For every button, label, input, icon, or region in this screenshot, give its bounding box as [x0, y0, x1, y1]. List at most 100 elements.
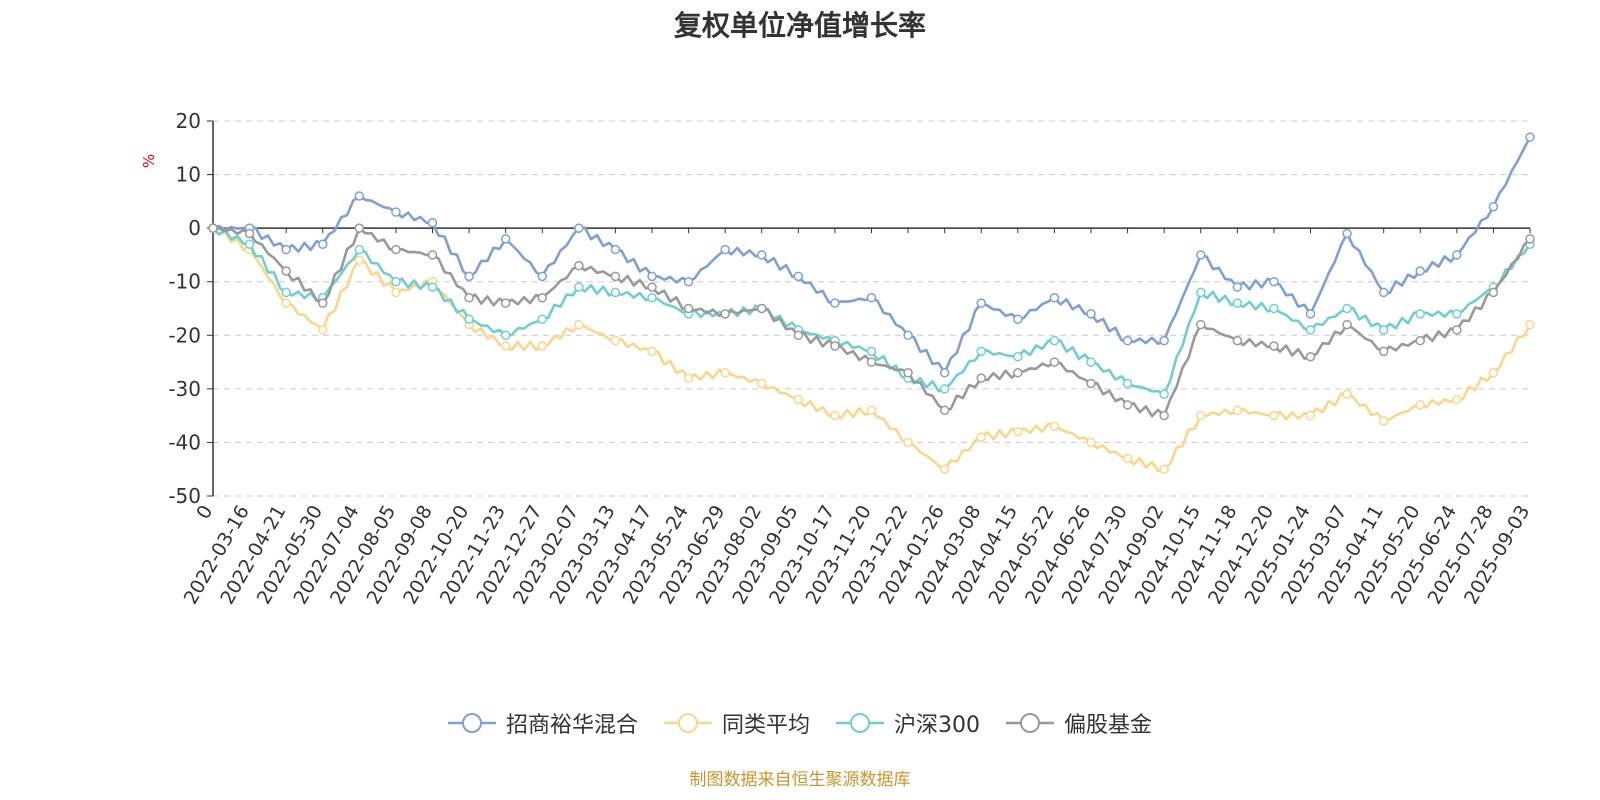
data-point — [500, 298, 511, 308]
data-point — [1452, 325, 1462, 335]
data-point — [1378, 416, 1389, 426]
y-tick-label: -30 — [168, 377, 201, 401]
data-point — [244, 228, 255, 239]
data-point — [1196, 410, 1206, 421]
data-point — [464, 293, 474, 303]
data-point — [647, 271, 657, 282]
data-point — [610, 244, 621, 255]
data-point — [1159, 335, 1169, 346]
data-point — [1196, 250, 1206, 260]
data-point — [1269, 410, 1279, 421]
data-point — [464, 314, 474, 324]
data-point — [1488, 368, 1499, 378]
data-point — [939, 368, 950, 378]
data-point — [391, 287, 401, 298]
data-point — [281, 298, 291, 308]
data-point — [281, 266, 291, 276]
data-point — [281, 287, 291, 298]
data-point — [647, 293, 657, 303]
data-point — [1232, 298, 1243, 308]
data-point — [1196, 287, 1206, 298]
data-point — [354, 223, 365, 233]
data-point — [1049, 421, 1060, 432]
data-point — [1122, 453, 1133, 464]
data-point — [1305, 410, 1316, 421]
data-point — [1269, 341, 1279, 351]
data-point — [1452, 309, 1462, 319]
data-point — [1122, 400, 1133, 410]
data-point — [1013, 351, 1023, 362]
legend-item[interactable]: 偏股基金 — [1006, 707, 1152, 739]
y-tick-label: 10 — [176, 163, 201, 187]
data-point — [830, 341, 840, 351]
line-chart: 20100-10-20-30-40-5002022-03-162022-04-2… — [168, 109, 1535, 608]
data-point — [1305, 351, 1316, 362]
data-point — [647, 282, 657, 292]
data-point — [318, 325, 328, 335]
data-point — [354, 255, 365, 266]
data-point — [500, 330, 511, 341]
legend-marker-icon — [447, 713, 496, 733]
y-tick-label: 0 — [188, 216, 201, 240]
data-point — [1415, 335, 1425, 346]
data-point — [976, 346, 986, 357]
data-point — [391, 276, 401, 287]
data-point — [903, 330, 913, 341]
data-point — [1049, 335, 1060, 346]
data-point — [1232, 405, 1243, 416]
data-point — [1525, 132, 1535, 142]
data-point — [574, 260, 584, 271]
legend-item[interactable]: 招商裕华混合 — [447, 707, 638, 739]
data-point — [427, 250, 438, 260]
data-point — [1342, 228, 1352, 239]
source-note: 制图数据来自恒生聚源数据库 — [689, 770, 911, 790]
data-point — [1013, 368, 1023, 378]
data-point — [1452, 250, 1462, 260]
data-point — [793, 394, 804, 405]
data-point — [793, 330, 804, 341]
data-point — [354, 191, 365, 201]
data-point — [464, 271, 474, 282]
legend-marker-icon — [663, 713, 712, 733]
data-point — [903, 368, 913, 378]
data-point — [391, 207, 401, 217]
data-point — [939, 464, 950, 474]
data-point — [1086, 309, 1096, 319]
data-point — [1086, 357, 1096, 367]
data-point — [537, 314, 547, 324]
data-point — [720, 309, 730, 319]
legend-item[interactable]: 沪深300 — [836, 707, 980, 739]
data-point — [1415, 309, 1425, 319]
data-point — [1269, 276, 1279, 287]
data-point — [757, 378, 767, 389]
data-point — [793, 271, 804, 282]
data-point — [683, 373, 694, 383]
data-point — [208, 223, 218, 233]
legend-label: 沪深300 — [894, 713, 980, 738]
data-point — [1159, 464, 1169, 474]
data-point — [610, 271, 621, 282]
x-tick-label: 0 — [192, 502, 217, 523]
legend-marker-icon — [836, 713, 884, 733]
data-point — [1342, 319, 1352, 330]
data-point — [1415, 400, 1425, 410]
data-point — [574, 223, 584, 233]
data-point — [1378, 346, 1389, 357]
data-point — [866, 293, 877, 303]
legend-label: 偏股基金 — [1064, 713, 1153, 738]
data-point — [647, 346, 657, 357]
data-point — [1159, 389, 1169, 399]
data-point — [1452, 394, 1462, 405]
data-point — [939, 384, 950, 394]
data-point — [830, 410, 840, 421]
data-point — [1342, 389, 1352, 399]
data-point — [976, 432, 986, 442]
data-point — [574, 319, 584, 330]
data-point — [610, 335, 621, 346]
data-point — [1122, 378, 1133, 389]
data-point — [757, 250, 767, 260]
data-point — [391, 244, 401, 255]
data-point — [1525, 319, 1535, 330]
legend-item[interactable]: 同类平均 — [663, 707, 810, 739]
data-point — [757, 303, 767, 314]
